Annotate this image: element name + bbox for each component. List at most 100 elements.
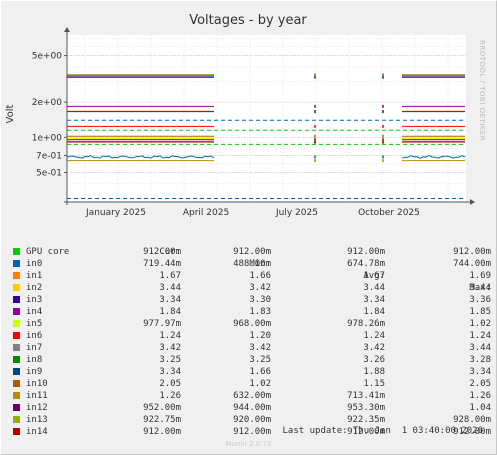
- legend-avg: 1.67: [363, 271, 385, 281]
- legend-min: 944.00m: [233, 403, 271, 413]
- series-lines: [66, 73, 466, 163]
- legend-max: 1.02: [469, 319, 491, 329]
- legend-max: 3.36: [469, 295, 491, 305]
- y-tick-label: 5e+00: [32, 52, 63, 62]
- legend-swatch: [13, 392, 20, 399]
- x-axis-ticks: January 2025 April 2025 July 2025 October 2…: [85, 208, 420, 218]
- legend-swatch: [13, 380, 20, 387]
- legend-name: in13: [26, 415, 48, 425]
- legend-row: in6 1.24 1.20 1.24 1.24: [13, 330, 491, 342]
- legend-header-row: Cur: Min: Avg: Max:: [13, 234, 491, 293]
- series-line-in0: [401, 154, 466, 159]
- y-tick-label: 5e-01: [36, 169, 62, 179]
- legend-cur: 1.84: [159, 307, 181, 317]
- legend-cur: 3.34: [159, 295, 181, 305]
- legend-min: 3.30: [249, 295, 271, 305]
- legend-row: in1 1.67 1.66 1.67 1.69: [13, 270, 491, 282]
- legend-avg: 3.44: [363, 283, 385, 293]
- legend-rows: GPU core 912.00m 912.00m 912.00m 912.00m in0 7…: [13, 246, 491, 438]
- legend-name: in5: [26, 319, 43, 329]
- legend-max: 3.28: [469, 355, 491, 365]
- legend-name: in2: [26, 283, 43, 293]
- chart-title: Voltages - by year: [189, 13, 307, 28]
- legend-row: in5 977.97m 968.00m 978.26m 1.02: [13, 318, 491, 330]
- legend-min: 3.42: [249, 283, 271, 293]
- legend-cur: 912.00m: [143, 427, 181, 437]
- legend-row: in14 912.00m 912.00m 912.00m 912.00m: [13, 426, 491, 438]
- legend-min: 1.20: [249, 331, 271, 341]
- legend-table: Cur: Min: Avg: Max: GPU core 912.00m 912.0…: [13, 234, 491, 438]
- legend-avg: 713.41m: [347, 391, 385, 401]
- legend-cur: 3.42: [159, 343, 181, 353]
- x-tick-label: April 2025: [183, 208, 229, 218]
- legend-max: 928.00m: [453, 415, 491, 425]
- legend-name: in8: [26, 355, 43, 365]
- legend-avg: 912.00m: [347, 247, 385, 257]
- legend-swatch: [13, 320, 20, 327]
- legend-cur: 977.97m: [143, 319, 181, 329]
- legend-row: in8 3.25 3.25 3.26 3.28: [13, 354, 491, 366]
- legend-avg: 3.42: [363, 343, 385, 353]
- legend-min: 912.00m: [233, 427, 271, 437]
- legend-row: GPU core 912.00m 912.00m 912.00m 912.00m: [13, 246, 491, 258]
- legend-cur: 952.00m: [143, 403, 181, 413]
- legend-max: 912.00m: [453, 427, 491, 437]
- legend-avg: 1.84: [363, 307, 385, 317]
- legend-row: in12 952.00m 944.00m 953.30m 1.04: [13, 402, 491, 414]
- legend-swatch: [13, 404, 20, 411]
- legend-swatch: [13, 248, 20, 255]
- threshold-lines: [67, 119, 466, 199]
- legend-name: in10: [26, 379, 48, 389]
- legend-swatch: [13, 332, 20, 339]
- legend-avg: 3.34: [363, 295, 385, 305]
- series-line-in0: [66, 155, 215, 159]
- legend-avg: 953.30m: [347, 403, 385, 413]
- last-update: Last update: Thu Jan 1 03:40:00 2026: [282, 426, 483, 436]
- y-axis-ticks: 5e+00 2e+00 1e+00 7e-01 5e-01: [32, 52, 466, 179]
- legend-row: in9 3.34 1.66 1.88 3.34: [13, 366, 491, 378]
- legend-max: 1.69: [469, 271, 491, 281]
- legend-max: 744.00m: [453, 259, 491, 269]
- legend-min: 912.00m: [233, 247, 271, 257]
- legend-name: in9: [26, 367, 43, 377]
- legend-swatch: [13, 272, 20, 279]
- legend-swatch: [13, 416, 20, 423]
- legend-cur: 912.00m: [143, 247, 181, 257]
- legend-row: in4 1.84 1.83 1.84 1.85: [13, 306, 491, 318]
- x-axis-arrow: [470, 199, 475, 205]
- legend-cur: 1.24: [159, 331, 181, 341]
- legend-min: 1.66: [249, 367, 271, 377]
- legend-cur: 922.75m: [143, 415, 181, 425]
- legend-cur: 3.44: [159, 283, 181, 293]
- legend-avg: 1.88: [363, 367, 385, 377]
- legend-swatch: [13, 428, 20, 435]
- legend-min: 920.00m: [233, 415, 271, 425]
- x-tick-label: October 2025: [358, 208, 420, 218]
- legend-row: in7 3.42 3.42 3.42 3.44: [13, 342, 491, 354]
- legend-name: in7: [26, 343, 43, 353]
- header-cur: Cur:: [159, 247, 181, 257]
- legend-swatch: [13, 308, 20, 315]
- y-axis-arrow: [64, 27, 70, 32]
- legend-max: 1.04: [469, 403, 491, 413]
- legend-cur: 2.05: [159, 379, 181, 389]
- legend-min: 3.42: [249, 343, 271, 353]
- y-axis-label: Volt: [5, 104, 16, 123]
- legend-name: in4: [26, 307, 43, 317]
- legend-swatch: [13, 344, 20, 351]
- legend-max: 3.44: [469, 343, 491, 353]
- legend-max: 3.44: [469, 283, 491, 293]
- x-tick-label: January 2025: [85, 208, 146, 218]
- legend-min: 3.25: [249, 355, 271, 365]
- legend-row: in3 3.34 3.30 3.34 3.36: [13, 294, 491, 306]
- legend-max: 1.26: [469, 391, 491, 401]
- legend-swatch: [13, 296, 20, 303]
- legend-swatch: [13, 284, 20, 291]
- legend-row: in10 2.05 1.02 1.15 2.05: [13, 378, 491, 390]
- legend-cur: 3.34: [159, 367, 181, 377]
- header-avg: Avg:: [363, 271, 385, 281]
- header-min: Min:: [249, 259, 271, 269]
- legend-name: in1: [26, 271, 43, 281]
- legend-name: GPU core: [26, 247, 70, 257]
- legend-avg: 1.24: [363, 331, 385, 341]
